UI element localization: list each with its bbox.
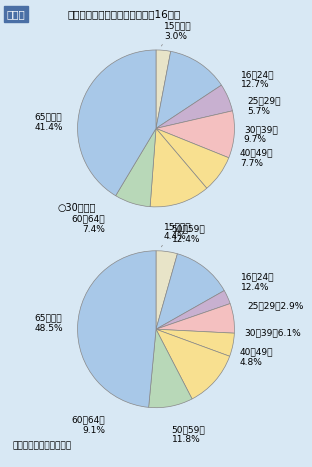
Wedge shape	[78, 251, 156, 407]
Text: 50～59歳
11.8%: 50～59歳 11.8%	[172, 425, 205, 445]
Wedge shape	[156, 254, 224, 329]
Wedge shape	[156, 50, 171, 128]
Text: 60～64歳
7.4%: 60～64歳 7.4%	[71, 215, 105, 234]
Text: 30～39歳
9.7%: 30～39歳 9.7%	[244, 125, 278, 144]
Wedge shape	[156, 329, 234, 356]
Wedge shape	[156, 111, 234, 158]
Text: 40～49歳
4.8%: 40～49歳 4.8%	[240, 348, 273, 367]
Text: ○30日死者: ○30日死者	[58, 202, 96, 212]
Wedge shape	[156, 304, 234, 333]
Wedge shape	[156, 51, 222, 128]
Text: 50～59歳
12.4%: 50～59歳 12.4%	[172, 224, 205, 244]
Wedge shape	[149, 329, 192, 408]
Text: 65歳以上
41.4%: 65歳以上 41.4%	[34, 113, 63, 132]
Wedge shape	[156, 128, 229, 188]
Text: 16～24歳
12.4%: 16～24歳 12.4%	[241, 272, 274, 292]
Text: 15歳以下
3.0%: 15歳以下 3.0%	[164, 21, 192, 41]
Wedge shape	[156, 290, 230, 329]
Text: 30～39歳6.1%: 30～39歳6.1%	[244, 328, 301, 337]
Text: 60～64歳
9.1%: 60～64歳 9.1%	[71, 416, 105, 435]
Wedge shape	[156, 85, 232, 128]
Wedge shape	[78, 50, 156, 196]
Text: 年齢層別死者数の構成率（平成16年）: 年齢層別死者数の構成率（平成16年）	[67, 9, 181, 19]
Text: 40～49歳
7.7%: 40～49歳 7.7%	[240, 149, 273, 168]
Text: 25～29歳2.9%: 25～29歳2.9%	[247, 301, 303, 310]
Text: 注　警察庁資料による。: 注 警察庁資料による。	[12, 441, 71, 450]
Wedge shape	[116, 128, 156, 207]
Text: 15歳以下
4.4%: 15歳以下 4.4%	[164, 222, 192, 241]
Wedge shape	[156, 251, 178, 329]
Text: 65歳以上
48.5%: 65歳以上 48.5%	[34, 313, 63, 333]
Text: 16～24歳
12.7%: 16～24歳 12.7%	[241, 70, 274, 90]
Wedge shape	[150, 128, 207, 207]
Text: 25～29歳
5.7%: 25～29歳 5.7%	[247, 97, 280, 116]
Text: 第２図: 第２図	[6, 9, 25, 19]
Wedge shape	[156, 329, 230, 399]
